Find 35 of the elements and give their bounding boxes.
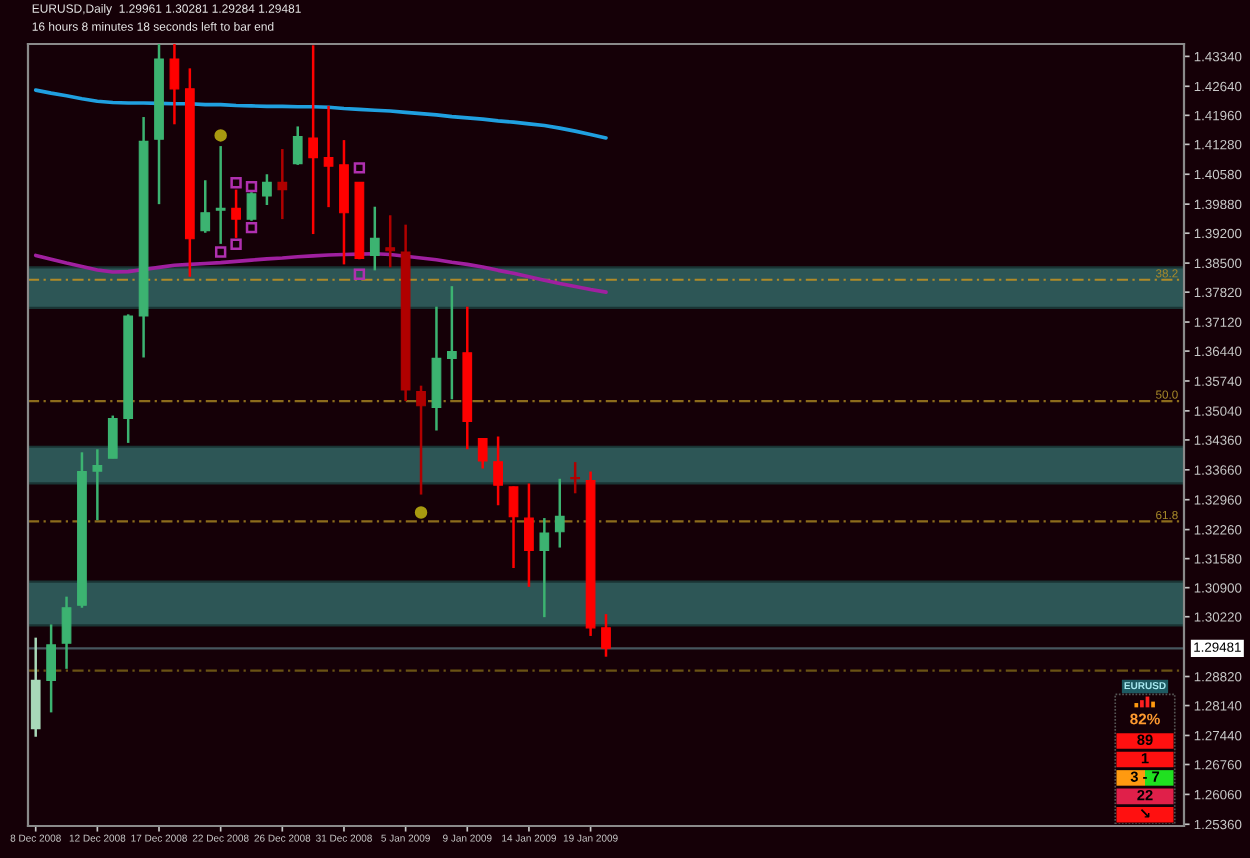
candlestick [277, 147, 288, 221]
candlestick [107, 414, 118, 460]
candlestick [61, 595, 72, 671]
candlestick [446, 284, 457, 401]
candlestick [215, 144, 226, 246]
candlestick [554, 477, 565, 549]
candlestick [323, 104, 334, 209]
candlestick [416, 384, 426, 496]
candlestick [292, 125, 303, 167]
candlestick [169, 44, 180, 126]
candlestick [262, 173, 272, 207]
candlestick [524, 482, 534, 589]
point [414, 506, 428, 519]
point [230, 177, 242, 189]
line-series [33, 88, 608, 140]
point [214, 246, 227, 258]
candlestick [308, 44, 319, 236]
candlestick [601, 612, 611, 658]
point [245, 180, 258, 193]
point [245, 221, 258, 234]
candlestick [200, 178, 211, 235]
candlestick [570, 460, 581, 495]
point [214, 129, 227, 142]
candlestick [46, 623, 56, 714]
candlestick [493, 435, 503, 507]
candlestick [477, 437, 488, 470]
candlestick [385, 214, 396, 269]
candlestick [369, 205, 380, 272]
point [353, 268, 366, 280]
point [230, 238, 242, 250]
candlestick [539, 516, 550, 619]
candlestick [92, 448, 103, 522]
point [353, 162, 366, 174]
candlestick [339, 138, 349, 266]
candlestick [508, 485, 519, 570]
